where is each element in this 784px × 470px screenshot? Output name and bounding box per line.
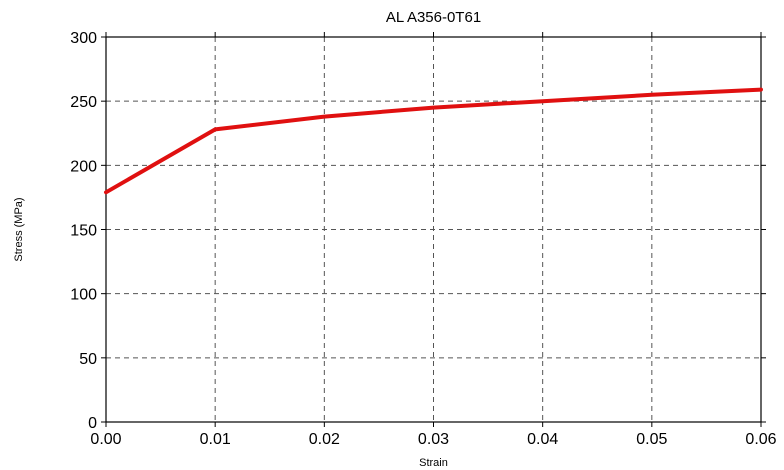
y-tick-label: 150 bbox=[70, 223, 97, 240]
x-tick-label: 0.04 bbox=[527, 431, 558, 448]
y-tick-label: 200 bbox=[70, 158, 97, 175]
x-tick-label: 0.02 bbox=[309, 431, 340, 448]
x-tick-label: 0.01 bbox=[200, 431, 231, 448]
y-tick-label: 250 bbox=[70, 94, 97, 111]
chart-title: AL A356-0T61 bbox=[386, 9, 481, 26]
y-axis-title: Stress (MPa) bbox=[13, 197, 25, 261]
x-tick-label: 0.05 bbox=[636, 431, 667, 448]
y-tick-label: 0 bbox=[88, 415, 97, 432]
x-tick-label: 0.03 bbox=[418, 431, 449, 448]
x-axis-title: Strain bbox=[419, 457, 448, 469]
y-tick-label: 50 bbox=[79, 351, 97, 368]
y-tick-label: 100 bbox=[70, 287, 97, 304]
x-tick-label: 0.06 bbox=[745, 431, 776, 448]
series-layer bbox=[104, 87, 763, 195]
y-tick-label: 300 bbox=[70, 30, 97, 47]
x-tick-label: 0.00 bbox=[90, 431, 121, 448]
axis-ticks: 0.00 0.01 0.02 0.03 0.04 0.05 0.06 0 50 100 150 200… bbox=[70, 30, 776, 448]
